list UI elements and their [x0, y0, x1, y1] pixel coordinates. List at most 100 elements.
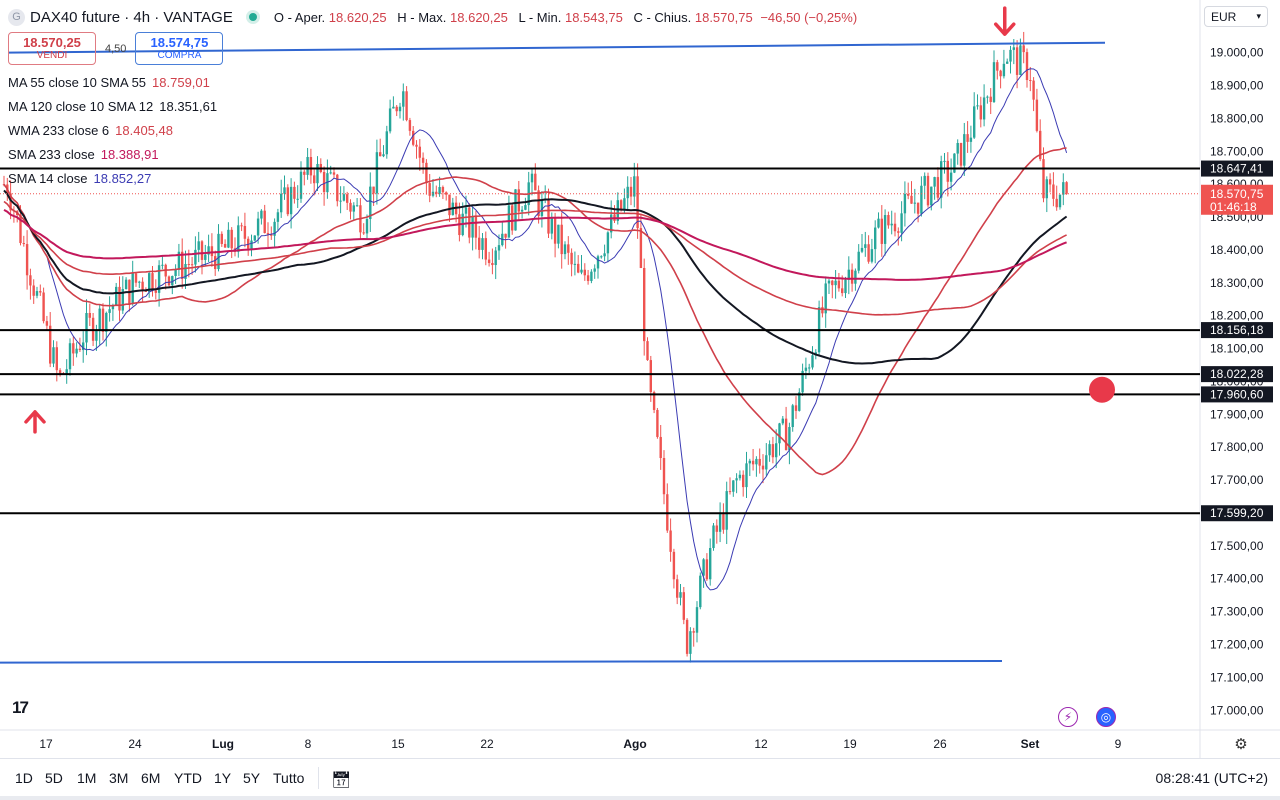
candle-body — [210, 246, 214, 257]
candle-body — [78, 348, 82, 351]
candle-body — [474, 216, 478, 238]
candle-body — [600, 256, 603, 258]
range-3m[interactable]: 3M — [109, 770, 129, 786]
candle-body — [25, 244, 29, 276]
candle-body — [141, 281, 144, 290]
range-all[interactable]: Tutto — [273, 770, 305, 786]
candle-body — [177, 251, 181, 270]
candle-body — [758, 458, 761, 466]
candle-body — [887, 215, 890, 226]
indicator-wma233[interactable]: WMA 233 close 6 18.405,48 — [8, 123, 173, 138]
range-ytd[interactable]: YTD — [174, 770, 202, 786]
range-6m[interactable]: 6M — [141, 770, 161, 786]
candle-body — [1058, 194, 1062, 208]
candle-body — [933, 177, 936, 187]
candle-body — [55, 347, 58, 371]
range-1m[interactable]: 1M — [77, 770, 97, 786]
globe-icon[interactable]: ◎ — [1096, 707, 1116, 727]
candle-body — [174, 269, 177, 276]
indicator-sma14[interactable]: SMA 14 close 18.852,27 — [8, 171, 152, 186]
candle-body — [316, 163, 319, 184]
candle-body — [537, 190, 540, 217]
candle-body — [1055, 198, 1058, 208]
candle-body — [907, 193, 910, 196]
range-5d[interactable]: 5D — [45, 770, 63, 786]
candle-body — [639, 228, 643, 269]
candle-body — [738, 474, 742, 479]
candle-body — [227, 229, 230, 248]
time-tick-label: Lug — [212, 737, 234, 751]
range-5y[interactable]: 5Y — [243, 770, 261, 786]
candle-body — [497, 245, 501, 251]
candles-group — [2, 31, 1068, 663]
candle-body — [590, 271, 593, 281]
candle-body — [567, 244, 570, 253]
candle-body — [890, 223, 893, 226]
candle-body — [131, 273, 134, 304]
candle-body — [365, 219, 369, 234]
candle-body — [105, 312, 108, 332]
indicator-ma120[interactable]: MA 120 close 10 SMA 12 18.351,61 — [8, 99, 218, 114]
chevron-down-icon: ▾ — [1256, 11, 1261, 21]
candle-body — [352, 205, 355, 212]
candle-body — [547, 198, 550, 234]
candle-body — [633, 176, 636, 197]
candle-body — [623, 198, 626, 210]
candle-body — [1048, 179, 1052, 185]
sell-button[interactable]: 18.570,25 VENDI — [8, 32, 96, 65]
last-price-tag — [1201, 184, 1273, 215]
candle-body — [577, 263, 580, 273]
time-tick-label: 9 — [1115, 737, 1122, 751]
settings-icon[interactable]: ⚙ — [1234, 736, 1248, 753]
candle-body — [253, 235, 256, 241]
candle-body — [108, 309, 111, 313]
candle-body — [148, 273, 151, 292]
candle-body — [342, 194, 346, 201]
candle-body — [850, 269, 854, 284]
tradingview-logo[interactable]: 17 — [12, 698, 29, 717]
candle-body — [471, 216, 474, 238]
candle-body — [883, 215, 887, 244]
candle-body — [728, 491, 732, 493]
arrow-down-icon — [994, 6, 1016, 36]
currency-select[interactable]: EUR ▾ — [1204, 6, 1268, 27]
candle-body — [306, 157, 309, 175]
candle-body — [702, 559, 705, 576]
red-dot-marker — [1089, 376, 1115, 403]
candle-body — [382, 154, 385, 157]
candle-body — [22, 243, 25, 245]
time-tick-label: 24 — [128, 737, 142, 751]
candle-body — [273, 221, 276, 236]
candle-body — [349, 202, 352, 212]
candle-body — [194, 249, 197, 265]
buy-button[interactable]: 18.574,75 COMPRA — [135, 32, 224, 65]
candle-body — [580, 269, 583, 273]
candle-body — [992, 62, 996, 102]
candle-body — [154, 290, 157, 293]
date-range-icon[interactable]: 📅︎ — [331, 772, 352, 789]
candle-body — [283, 187, 286, 194]
candle-body — [1009, 49, 1012, 62]
range-1d[interactable]: 1D — [15, 770, 33, 786]
range-1y[interactable]: 1Y — [214, 770, 232, 786]
candle-body — [266, 233, 270, 235]
clock: 08:28:41 (UTC+2) — [1155, 770, 1268, 786]
candle-body — [184, 264, 187, 279]
candle-body — [959, 142, 963, 166]
market-open-icon — [248, 13, 257, 21]
level-price-tag — [1201, 505, 1273, 522]
candle-body — [9, 193, 12, 211]
candle-body — [705, 559, 709, 580]
symbol-title[interactable]: DAX40 future · 4h · VANTAGE — [30, 8, 233, 26]
candle-body — [511, 205, 514, 231]
candle-body — [619, 200, 623, 210]
flash-icon[interactable]: ⚡ — [1058, 707, 1078, 727]
level-price-label: 18.022,28 — [1210, 367, 1264, 381]
indicator-sma233[interactable]: SMA 233 close 18.388,91 — [8, 147, 159, 162]
indicator-ma55[interactable]: MA 55 close 10 SMA 55 18.759,01 — [8, 75, 210, 90]
candle-body — [603, 253, 606, 257]
candle-body — [402, 91, 405, 107]
candle-body — [877, 218, 880, 228]
time-tick-label: 15 — [391, 737, 405, 751]
